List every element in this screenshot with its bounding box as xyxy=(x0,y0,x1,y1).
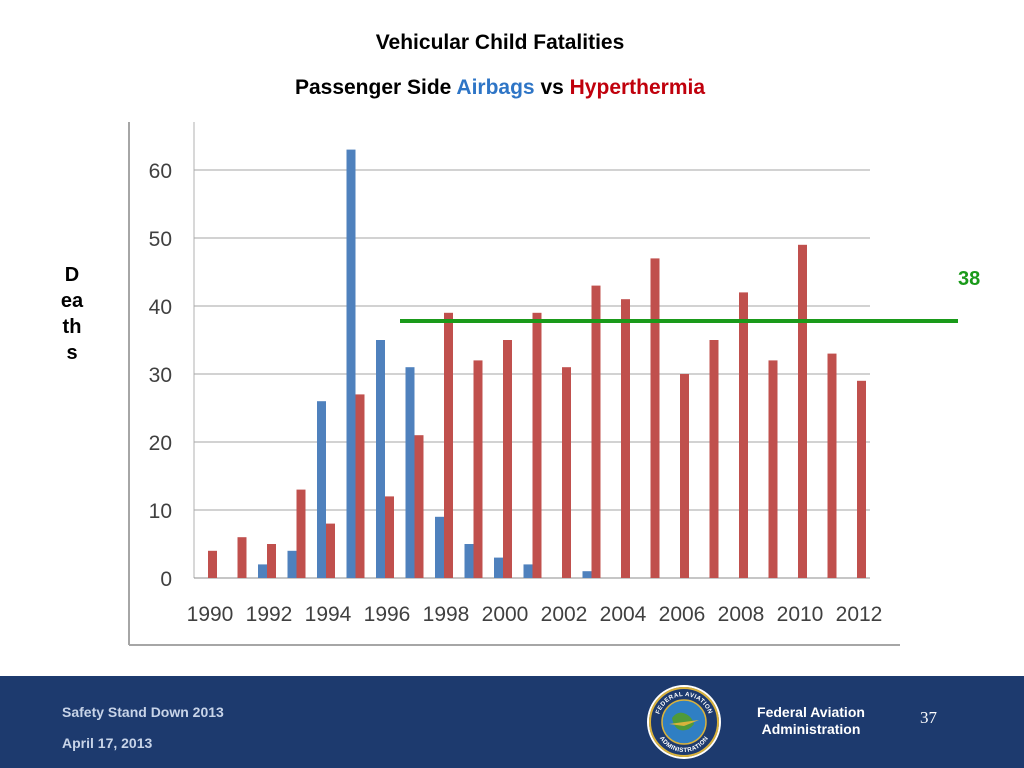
bar-hyperthermia-1999 xyxy=(473,360,483,578)
agency-line-1: Federal Aviation xyxy=(757,704,865,720)
bar-hyperthermia-2002 xyxy=(562,367,571,578)
subtitle-prefix: Passenger Side xyxy=(294,76,457,99)
bar-airbags-1997 xyxy=(405,367,415,578)
x-tick-labels: 1990 1992 1994 1996 1998 2000 2002 2004 2006 2008… xyxy=(187,603,883,626)
bar-airbags-1998 xyxy=(435,516,444,578)
x-tick-label: 1990 xyxy=(187,603,234,626)
x-tick-label: 2000 xyxy=(482,603,529,626)
agency-name: Federal Aviation Administration xyxy=(746,704,876,738)
bar-hyperthermia-1996 xyxy=(385,496,394,578)
bar-hyperthermia-2003 xyxy=(591,285,601,578)
bar-hyperthermia-2008 xyxy=(739,292,748,578)
bar-airbags-2000 xyxy=(494,557,503,578)
bar-hyperthermia-1995 xyxy=(355,394,365,578)
slide-title-block: Vehicular Child Fatalities Passenger Sid… xyxy=(0,28,1000,103)
bar-hyperthermia-2006 xyxy=(680,374,689,578)
slide-subtitle: Passenger Side Airbags vs Hyperthermia xyxy=(0,73,1000,103)
footer-event: Safety Stand Down 2013 xyxy=(62,704,224,720)
subtitle-vs: vs xyxy=(534,76,570,99)
bar-hyperthermia-2012 xyxy=(857,380,866,578)
y-tick-label: 0 xyxy=(160,568,172,591)
bar-hyperthermia-2005 xyxy=(650,258,660,578)
bar-airbags-1992 xyxy=(258,564,267,578)
bar-hyperthermia-2004 xyxy=(621,299,630,578)
reference-line-label: 38 xyxy=(958,268,981,290)
x-tick-label: 2012 xyxy=(836,603,883,626)
bar-hyperthermia-2000 xyxy=(503,340,512,578)
x-tick-label: 1994 xyxy=(305,603,352,626)
bar-hyperthermia-1994 xyxy=(326,523,335,578)
bar-airbags-1993 xyxy=(287,550,297,578)
bar-hyperthermia-2001 xyxy=(532,312,542,578)
bar-airbags-1994 xyxy=(317,401,326,578)
x-tick-label: 1998 xyxy=(423,603,470,626)
bar-hyperthermia-2010 xyxy=(798,244,807,579)
y-tick-label: 40 xyxy=(149,296,172,319)
bar-hyperthermia-2009 xyxy=(768,360,778,578)
bar-hyperthermia-1990 xyxy=(208,550,217,578)
gridlines xyxy=(194,169,870,511)
agency-line-2: Administration xyxy=(761,721,861,737)
y-tick-label: 50 xyxy=(149,228,172,251)
bar-hyperthermia-2007 xyxy=(709,340,719,578)
y-tick-label: 60 xyxy=(149,160,172,183)
bar-airbags-1995 xyxy=(346,149,356,578)
subtitle-hyperthermia: Hyperthermia xyxy=(569,76,706,99)
bar-hyperthermia-1998 xyxy=(444,312,453,578)
x-tick-label: 1996 xyxy=(364,603,411,626)
bars xyxy=(208,149,866,579)
bar-hyperthermia-1997 xyxy=(414,435,424,578)
bar-airbags-1999 xyxy=(464,544,474,578)
bar-hyperthermia-2011 xyxy=(827,353,837,578)
bar-airbags-2003 xyxy=(582,571,592,578)
chart-frame xyxy=(128,122,900,646)
slide-title: Vehicular Child Fatalities xyxy=(375,31,625,54)
y-tick-label: 30 xyxy=(149,364,172,387)
x-tick-label: 2002 xyxy=(541,603,588,626)
y-tick-labels: 0 10 20 30 40 50 60 xyxy=(149,160,172,591)
x-tick-label: 2010 xyxy=(777,603,824,626)
page-number: 37 xyxy=(920,708,937,727)
bar-airbags-1996 xyxy=(376,340,385,578)
footer-bar: Safety Stand Down 2013 April 17, 2013 FE… xyxy=(0,676,1024,768)
subtitle-airbags: Airbags xyxy=(456,76,535,99)
y-tick-label: 10 xyxy=(149,500,172,523)
bar-hyperthermia-1991 xyxy=(237,537,247,578)
x-tick-label: 2006 xyxy=(659,603,706,626)
x-tick-label: 1992 xyxy=(246,603,293,626)
y-tick-label: 20 xyxy=(149,432,172,455)
footer-date: April 17, 2013 xyxy=(62,735,153,751)
bar-airbags-2001 xyxy=(523,564,533,578)
x-tick-label: 2008 xyxy=(718,603,765,626)
bar-hyperthermia-1992 xyxy=(267,544,276,578)
x-tick-label: 2004 xyxy=(600,603,647,626)
bar-hyperthermia-1993 xyxy=(296,489,306,578)
faa-seal-logo: FEDERAL AVIATION ADMINISTRATION xyxy=(647,685,721,759)
bar-chart: 0 10 20 30 40 50 60 1990 1992 1994 1996 1998 2000 20… xyxy=(128,122,958,646)
y-axis-label: Deaths xyxy=(60,264,84,364)
